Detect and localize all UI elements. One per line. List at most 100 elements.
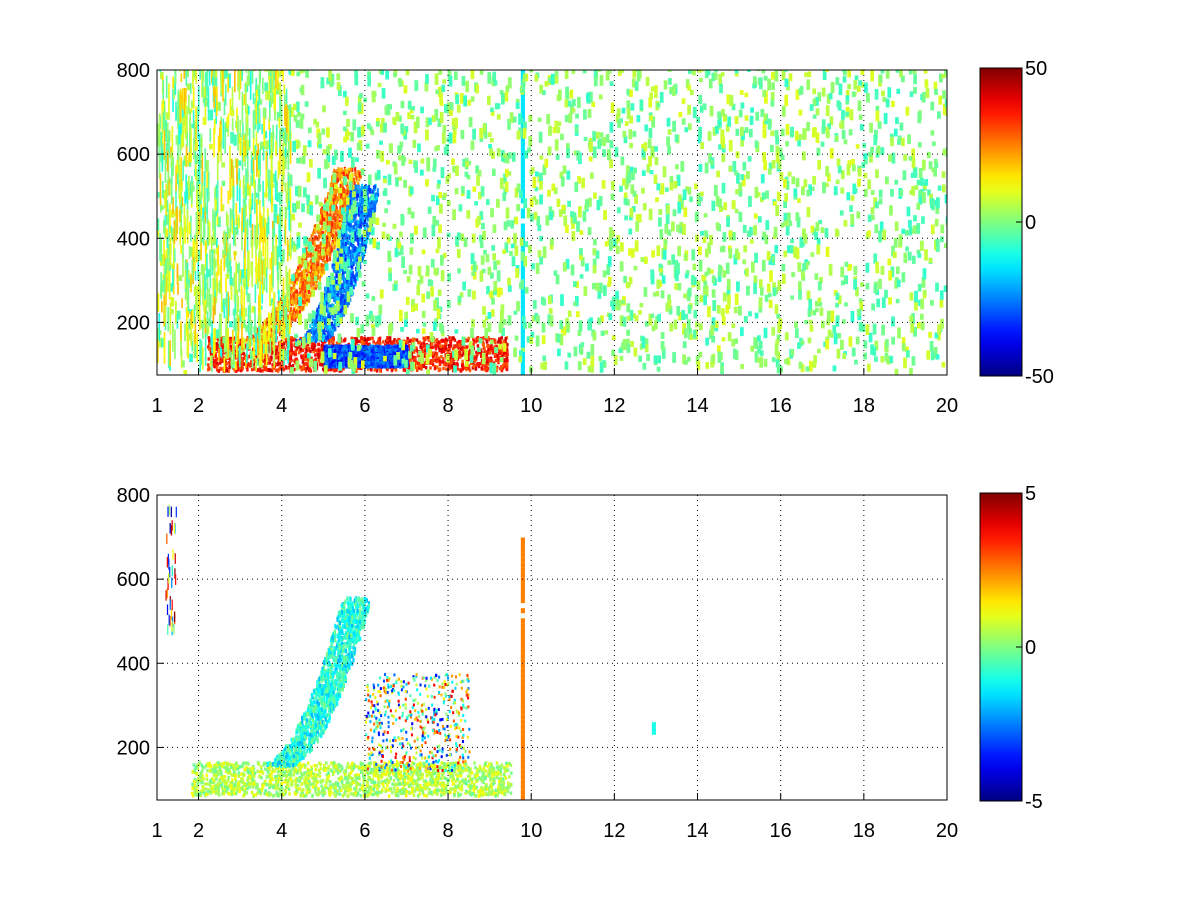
heatmap-cell <box>335 232 338 237</box>
heatmap-cell <box>295 273 298 278</box>
heatmap-cell <box>467 367 471 371</box>
heatmap-cell <box>280 343 284 347</box>
heatmap-cell <box>424 361 427 365</box>
heatmap-cell <box>347 344 350 349</box>
heatmap-cells <box>157 70 947 375</box>
heatmap-cell <box>415 366 419 370</box>
heatmap-cell <box>328 220 331 225</box>
heatmap-cell <box>486 360 489 364</box>
heatmap-cell <box>312 281 315 287</box>
heatmap-cell <box>357 339 361 344</box>
heatmap-cell <box>222 366 225 371</box>
heatmap-cell <box>412 359 416 364</box>
heatmap-cell <box>446 348 450 352</box>
heatmap-cell <box>289 356 292 361</box>
heatmap-cell <box>345 188 348 193</box>
heatmap-cell <box>333 212 336 217</box>
heatmap-cell <box>381 357 385 361</box>
heatmap-cell <box>360 340 364 344</box>
heatmap-cell <box>498 352 502 356</box>
heatmap-cell <box>313 345 316 350</box>
heatmap-cell <box>485 368 488 373</box>
heatmap-cell <box>374 365 378 369</box>
heatmap-cell <box>237 360 240 365</box>
heatmap-cell <box>335 361 338 366</box>
heatmap-cell <box>263 367 266 372</box>
heatmap-cell <box>332 237 335 243</box>
heatmap-cell <box>409 358 412 362</box>
heatmap-cell <box>309 323 312 329</box>
heatmap-cell <box>332 229 335 234</box>
heatmap-cell <box>401 355 404 360</box>
heatmap-cell <box>412 355 415 359</box>
heatmap-cell <box>294 290 297 296</box>
heatmap-cell <box>206 368 210 372</box>
heatmap-cell <box>325 220 328 226</box>
heatmap-cell <box>441 339 445 343</box>
heatmap-cell <box>498 357 501 361</box>
heatmap-cell <box>382 340 385 344</box>
heatmap-cell <box>334 195 337 200</box>
heatmap-cell <box>326 354 329 358</box>
heatmap-cell <box>336 172 339 178</box>
heatmap-cell <box>411 337 415 341</box>
heatmap-cell <box>311 276 314 281</box>
heatmap-cell <box>415 348 418 352</box>
heatmap-cell <box>321 347 324 352</box>
heatmap-cell <box>244 346 247 350</box>
heatmap-cell <box>503 365 507 369</box>
heatmap-cell <box>321 367 325 371</box>
heatmap-cell <box>332 347 335 351</box>
heatmap-cell <box>333 190 336 195</box>
heatmap-cell <box>474 364 477 368</box>
heatmap-cell <box>477 362 481 366</box>
heatmap-cell <box>413 357 417 361</box>
heatmap-cell <box>345 195 348 200</box>
heatmap-cell <box>311 240 314 245</box>
heatmap-cell <box>463 366 467 370</box>
heatmap-cell <box>324 352 327 357</box>
heatmap-cell <box>326 362 329 367</box>
heatmap-cell <box>329 205 332 210</box>
heatmap-cell <box>235 369 238 373</box>
heatmap-cell <box>389 364 392 369</box>
heatmap-cell <box>275 345 279 349</box>
heatmap-cell <box>295 347 299 351</box>
heatmap-cell <box>385 351 389 356</box>
heatmap-cell <box>316 337 319 342</box>
heatmap-cell <box>262 321 265 326</box>
heatmap-cell <box>376 361 379 366</box>
heatmap-cell <box>307 298 311 303</box>
heatmap-cell <box>225 369 229 373</box>
heatmap-cell <box>319 220 322 225</box>
heatmap-cell <box>334 210 337 216</box>
heatmap-cell <box>317 342 321 347</box>
heatmap-cell <box>391 345 394 350</box>
heatmap-cell <box>320 345 323 350</box>
heatmap-cell <box>300 367 304 371</box>
heatmap-cell <box>293 285 296 290</box>
heatmap-cell <box>293 337 297 342</box>
heatmap-cell <box>329 356 333 360</box>
heatmap-cell <box>490 348 494 352</box>
heatmap-cell <box>369 367 373 371</box>
heatmap-cell <box>335 341 339 345</box>
heatmap-cell <box>320 362 323 367</box>
heatmap-cell <box>336 216 339 221</box>
heatmap-cell <box>413 365 417 369</box>
heatmap-cell <box>228 364 232 369</box>
heatmap-cell <box>401 353 405 357</box>
heatmap-cell <box>365 354 369 359</box>
heatmap-cell <box>360 346 364 350</box>
heatmap-cell <box>339 192 342 197</box>
heatmap-cell <box>415 338 419 342</box>
heatmap-cell <box>306 281 309 286</box>
heatmap-cell <box>256 368 260 373</box>
heatmap-cell <box>314 227 317 232</box>
heatmap-cell <box>265 336 269 341</box>
heatmap-cell <box>442 344 445 349</box>
heatmap-cell <box>375 369 379 373</box>
heatmap-cell <box>276 312 279 318</box>
heatmap-cell <box>376 359 380 363</box>
heatmap-cell <box>403 368 406 373</box>
